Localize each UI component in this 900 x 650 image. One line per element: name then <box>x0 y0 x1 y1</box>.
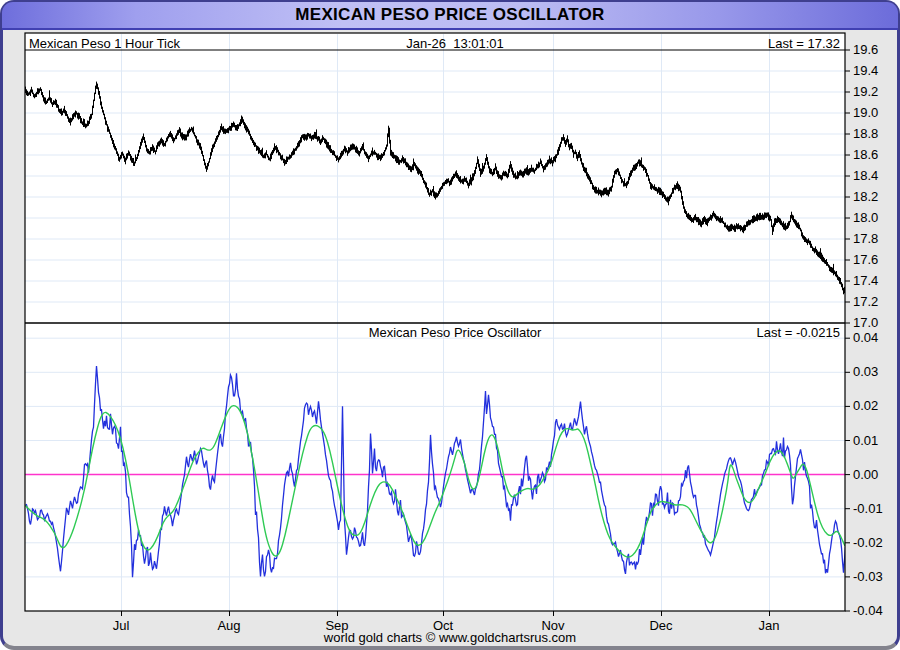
y-axis-label: 18.2 <box>853 189 878 204</box>
y-axis-label: 0.00 <box>853 467 878 482</box>
y-axis-label: 0.02 <box>853 398 878 413</box>
y-axis-label: 0.01 <box>853 433 878 448</box>
x-axis-label: Jan <box>759 618 780 633</box>
y-axis-label: 17.0 <box>853 315 878 330</box>
y-axis-label: 18.8 <box>853 126 878 141</box>
y-axis-label: 17.2 <box>853 294 878 309</box>
y-axis-label: -0.03 <box>853 569 883 584</box>
x-axis-label: Aug <box>217 618 240 633</box>
footer-credit: world gold charts © www.goldchartsrus.co… <box>324 630 576 645</box>
y-axis-label: 19.4 <box>853 63 878 78</box>
panel2-title: Mexican Peso Price Oscillator <box>369 325 542 340</box>
x-axis-label: Jul <box>113 618 130 633</box>
y-axis-label: -0.02 <box>853 535 883 550</box>
y-axis-label: 17.6 <box>853 252 878 267</box>
panel2-last-value: Last = -0.0215 <box>757 325 840 340</box>
panel1-timestamp: Jan-26 13:01:01 <box>406 36 504 51</box>
panel1-title: Mexican Peso 1 Hour Tick <box>29 36 180 51</box>
y-axis-label: 18.6 <box>853 147 878 162</box>
y-axis-label: 19.0 <box>853 105 878 120</box>
y-axis-label: 0.04 <box>853 330 878 345</box>
y-axis-label: -0.04 <box>853 603 883 618</box>
y-axis-label: -0.01 <box>853 501 883 516</box>
y-axis-label: 0.03 <box>853 364 878 379</box>
y-axis-label: 17.4 <box>853 273 878 288</box>
y-axis-label: 17.8 <box>853 231 878 246</box>
y-axis-label: 18.0 <box>853 210 878 225</box>
plot-background <box>25 33 845 611</box>
y-axis-label: 19.2 <box>853 84 878 99</box>
y-axis-label: 18.4 <box>853 168 878 183</box>
panel1-last-value: Last = 17.32 <box>768 36 840 51</box>
x-axis-label: Dec <box>649 618 673 633</box>
y-axis-label: 19.6 <box>853 42 878 57</box>
